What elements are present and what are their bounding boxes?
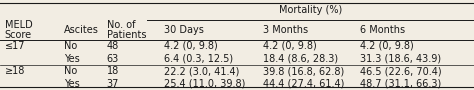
Text: Ascites: Ascites xyxy=(64,25,99,35)
Text: Yes: Yes xyxy=(64,79,80,89)
Text: 30 Days: 30 Days xyxy=(164,25,203,35)
Text: No: No xyxy=(64,66,77,76)
Text: 22.2 (3.0, 41.4): 22.2 (3.0, 41.4) xyxy=(164,66,239,76)
Text: 3 Months: 3 Months xyxy=(263,25,308,35)
Text: Patients: Patients xyxy=(107,30,146,40)
Text: 6 Months: 6 Months xyxy=(360,25,405,35)
Text: 25.4 (11.0, 39.8): 25.4 (11.0, 39.8) xyxy=(164,79,245,89)
Text: Mortality (%): Mortality (%) xyxy=(279,5,342,15)
Text: Yes: Yes xyxy=(64,53,80,64)
Text: 39.8 (16.8, 62.8): 39.8 (16.8, 62.8) xyxy=(263,66,344,76)
Text: 4.2 (0, 9.8): 4.2 (0, 9.8) xyxy=(164,41,217,51)
Text: No: No xyxy=(64,41,77,51)
Text: No. of: No. of xyxy=(107,20,135,30)
Text: 44.4 (27.4, 61.4): 44.4 (27.4, 61.4) xyxy=(263,79,345,89)
Text: 46.5 (22.6, 70.4): 46.5 (22.6, 70.4) xyxy=(360,66,442,76)
Text: MELD: MELD xyxy=(5,20,33,30)
Text: Score: Score xyxy=(5,30,32,40)
Text: 48.7 (31.1, 66.3): 48.7 (31.1, 66.3) xyxy=(360,79,441,89)
Text: 4.2 (0, 9.8): 4.2 (0, 9.8) xyxy=(263,41,317,51)
Text: 18.4 (8.6, 28.3): 18.4 (8.6, 28.3) xyxy=(263,53,338,64)
Text: 37: 37 xyxy=(107,79,119,89)
Text: 31.3 (18.6, 43.9): 31.3 (18.6, 43.9) xyxy=(360,53,441,64)
Text: 48: 48 xyxy=(107,41,119,51)
Text: 63: 63 xyxy=(107,53,119,64)
Text: 18: 18 xyxy=(107,66,119,76)
Text: 4.2 (0, 9.8): 4.2 (0, 9.8) xyxy=(360,41,414,51)
Text: ≤17: ≤17 xyxy=(5,41,25,51)
Text: 6.4 (0.3, 12.5): 6.4 (0.3, 12.5) xyxy=(164,53,233,64)
Text: ≥18: ≥18 xyxy=(5,66,25,76)
